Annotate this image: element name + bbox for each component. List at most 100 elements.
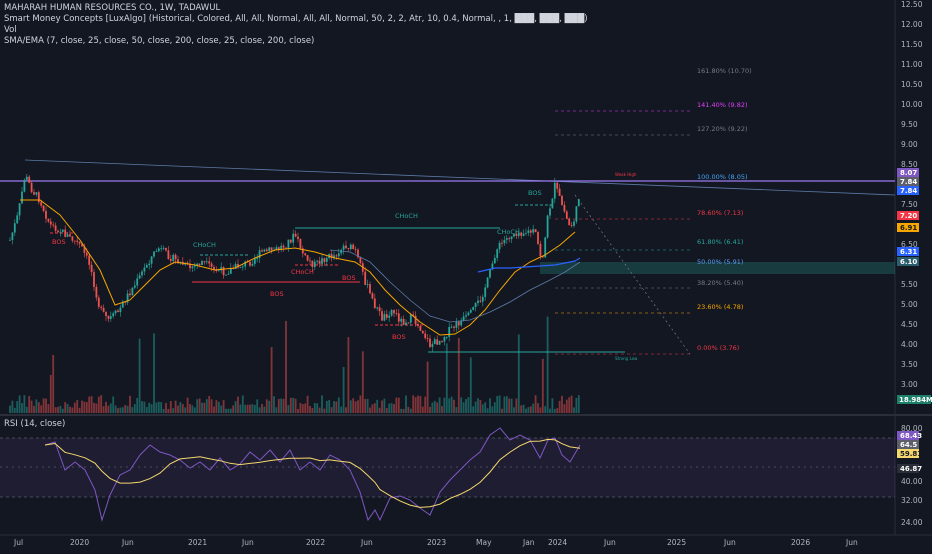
volume-bar [388,403,391,413]
candle-body [431,344,434,347]
candle-body [525,232,527,234]
volume-bar [47,403,50,413]
volume-bar [256,399,259,413]
volume-bar [289,397,292,413]
candle-body [289,239,292,243]
candle-body [534,229,537,233]
volume-bar [347,337,350,413]
volume-bar [265,399,268,413]
candle-body [25,176,28,180]
bos-label-2021: BOS [270,290,284,298]
strong-low-label: Strong Low [615,356,638,361]
volume-bar [93,402,95,413]
candle-body [539,243,542,257]
candle-body [100,306,103,308]
candle-body [489,269,491,278]
volume-bar [424,396,427,413]
trendline [24,159,896,196]
volume-bar [556,408,559,413]
volume-bar [49,374,52,413]
volume-bar [45,398,47,413]
candle-body [450,326,453,328]
candle-body [210,263,213,267]
candle-body [515,233,518,236]
volume-bar [561,395,563,413]
volume-bar [417,395,419,413]
price-tick: 11.50 [901,40,923,49]
volume-bar [529,406,532,413]
price-tick: 4.00 [901,340,918,349]
candle-body [337,253,340,257]
volume-bar [136,397,139,413]
volume-bar [239,404,242,413]
candle-body [558,188,561,196]
candle-body [256,258,259,259]
candle-body [196,263,199,266]
candle-body [18,203,21,216]
volume-bar [227,408,230,413]
candle-body [373,298,376,309]
volume-bar [448,398,451,413]
candle-body [277,247,280,250]
time-tick: Jan [522,538,535,547]
volume-bar [277,399,280,413]
candle-body [270,247,273,251]
volume-bar [35,399,38,413]
candle-body [78,241,81,244]
volume-bar [575,397,578,413]
candle-body [61,229,64,232]
time-tick: Jun [121,538,134,547]
time-tick: Jun [603,538,616,547]
volume-bar [333,401,335,413]
candle-body [117,310,119,313]
volume-bar [349,400,352,413]
volume-bar [213,406,215,413]
ma-indicator-legend[interactable]: SMA/EMA (7, close, 25, close, 50, close,… [4,36,315,46]
candle-body [9,239,11,241]
fib-label-236: 23.60% (4.78) [697,303,743,311]
volume-bar [203,402,206,413]
fib-label-786: 78.60% (7.13) [697,209,743,217]
volume-bar [179,402,182,413]
time-tick: 2026 [791,538,810,547]
volume-bar [409,408,412,413]
volume-bar [107,405,110,413]
volume-bar [198,398,201,413]
candle-body [424,333,427,339]
candle-body [69,234,71,237]
candle-body [409,314,412,323]
volume-bar [201,402,203,413]
candle-body [388,315,391,318]
volume-legend[interactable]: Vol [4,25,17,35]
candle-body [457,321,460,326]
volume-bar [414,397,417,413]
symbol-legend[interactable]: MAHARAH HUMAN RESOURCES CO., 1W, TADAWUL [4,3,221,13]
candle-body [268,247,271,252]
candle-body [97,297,100,307]
volume-bar [217,401,220,413]
rsi-indicator-legend[interactable]: RSI (14, close) [4,419,66,429]
volume-bar [37,402,40,413]
candle-body [253,258,256,264]
volume-bar [520,405,523,413]
candle-body [76,240,79,242]
volume-bar [402,408,405,413]
volume-bar [318,407,321,413]
price-tick: 9.00 [901,140,918,149]
volume-bar [385,408,388,413]
price-tick: 5.00 [901,300,918,309]
candle-body [565,211,568,219]
candle-body [275,247,278,251]
volume-bar [395,397,398,413]
volume-bar [460,397,463,413]
candle-body [479,300,482,302]
volume-bar [208,395,211,413]
volume-bar [306,395,309,413]
volume-bar [205,399,208,413]
smc-indicator-legend[interactable]: Smart Money Concepts [LuxAlgo] (Historic… [4,14,588,24]
candle-body [445,336,448,338]
volume-bar [261,403,263,413]
volume-bar [527,407,530,413]
candle-body [304,253,307,256]
